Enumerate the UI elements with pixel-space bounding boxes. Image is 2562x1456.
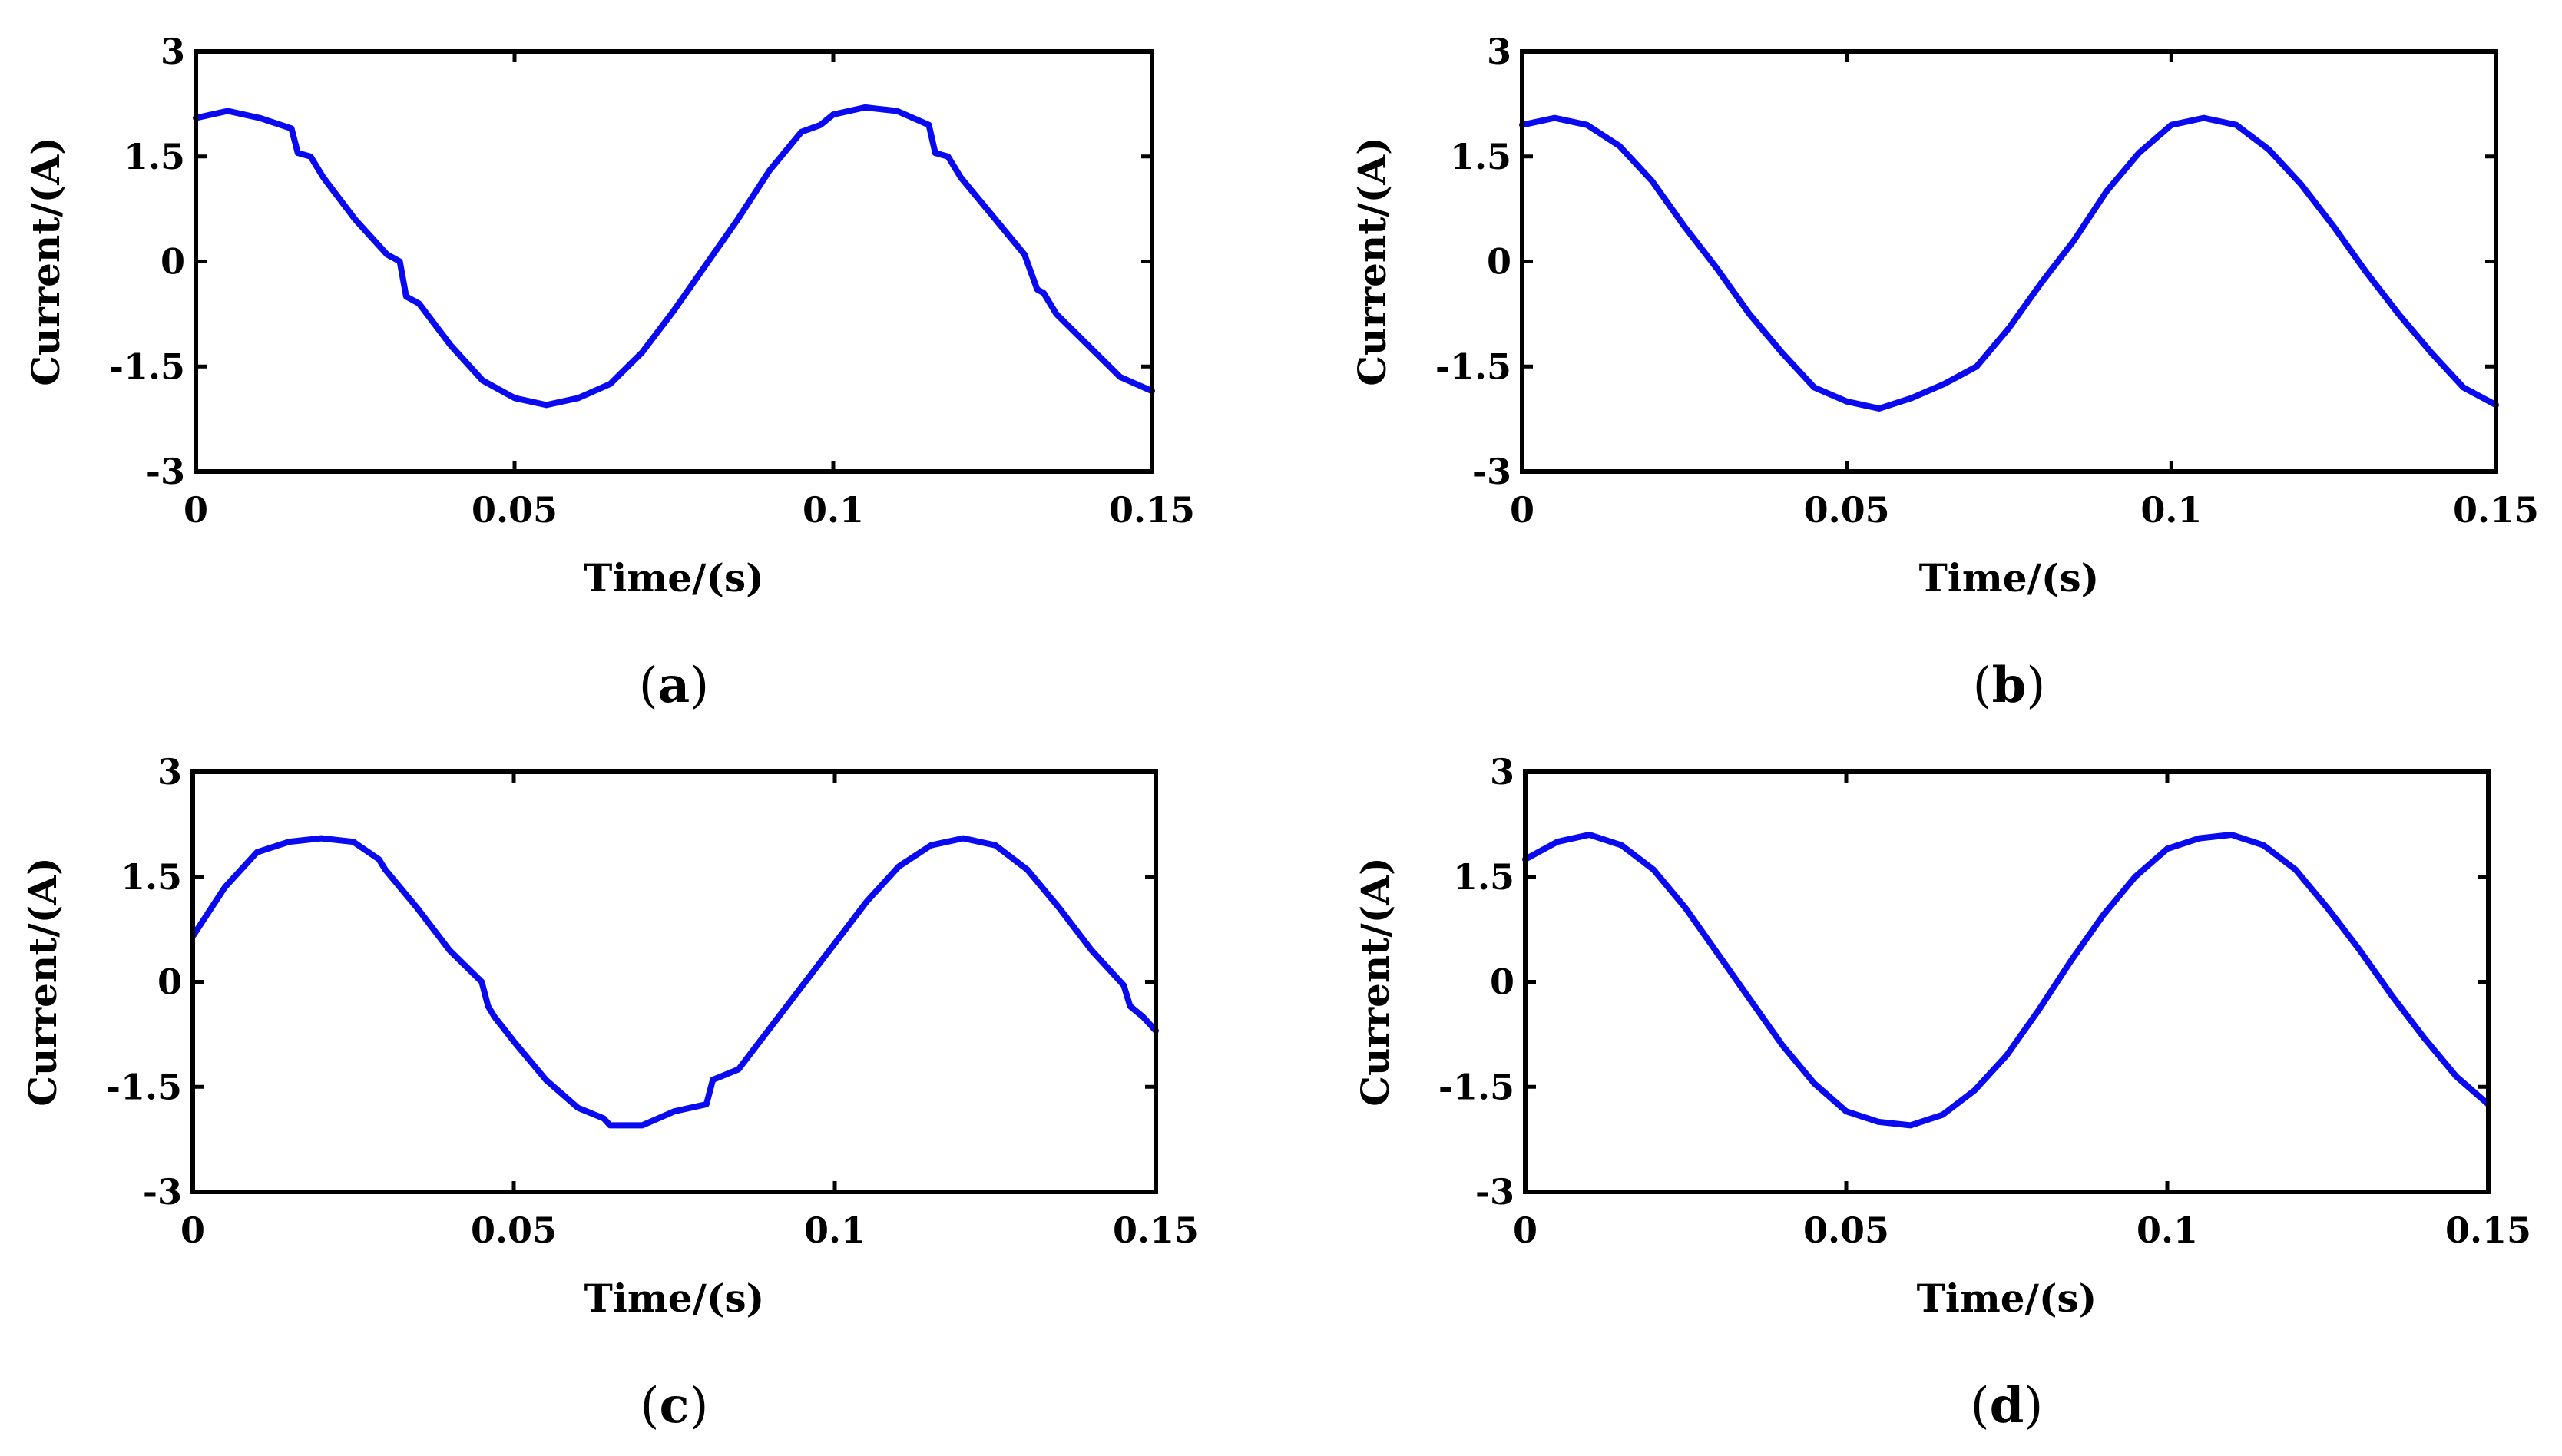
x-tick-label: 0.1 [2140,489,2202,531]
plot-frame [194,49,1154,474]
panel-caption-letter: a [658,657,690,714]
y-tick-label: -1.5 [109,346,185,387]
x-tick-label: 0.05 [471,1209,557,1251]
y-tick-label: 0 [1490,961,1514,1003]
series-line-current [190,835,1159,1129]
chart-panel-c: 31.50-1.5-30 0.05 0.1 0.15Time/(s)Current/(… [20,751,1199,1434]
y-tick-label: 1.5 [1453,856,1514,898]
x-tick-label: 0 [1513,1209,1538,1251]
panel-caption: (c) [640,1377,709,1434]
y-tick-label: -1.5 [106,1066,182,1107]
chart-panel-a: 31.50-1.5-30 0.05 0.1 0.15Time/(s)Current/(… [23,31,1195,714]
panel-caption-letter: b [1992,657,2027,714]
panel-caption: (a) [639,657,709,714]
x-tick-label: 0.15 [1113,1209,1199,1251]
y-tick-label: 1.5 [121,856,182,898]
y-tick-label: 3 [161,31,185,72]
x-tick-label: 0.15 [2453,489,2539,531]
x-tick-label: 0 [180,1209,205,1251]
y-tick-label: -3 [1475,1171,1514,1213]
x-tick-label: 0.05 [1803,1209,1889,1251]
y-tick-label: 1.5 [124,136,185,177]
y-tick-label: 0 [1487,241,1511,283]
x-tick-label: 0.1 [2137,1209,2198,1251]
y-tick-label: 1.5 [1450,136,1511,177]
panel-caption-letter: d [1990,1377,2024,1434]
x-tick-label: 0.05 [1804,489,1890,531]
x-axis-label: Time/(s) [584,1276,765,1321]
y-tick-label: 3 [1490,751,1514,793]
chart-panel-b: 31.50-1.5-30 0.05 0.1 0.15Time/(s)Current/(… [1349,31,2539,714]
x-tick-label: 0.1 [803,489,864,531]
chart-panel-d: 31.50-1.5-30 0.05 0.1 0.15Time/(s)Current/(… [1352,751,2531,1434]
series-line-current [1519,114,2499,412]
plot-frame [1520,49,2498,474]
y-tick-label: -3 [146,451,185,492]
x-axis-label: Time/(s) [1917,1276,2097,1321]
y-tick-label: 0 [157,961,182,1003]
y-axis-label: Current/(A) [1352,857,1398,1106]
plot-frame [190,769,1158,1194]
x-tick-label: 0 [1510,489,1534,531]
x-axis-label: Time/(s) [1919,555,2100,601]
y-axis-label: Current/(A) [1349,137,1395,386]
y-tick-label: 0 [161,241,185,283]
panel-caption: (d) [1971,1377,2044,1434]
panel-caption: (b) [1973,657,2046,714]
y-axis-label: Current/(A) [23,137,68,386]
x-tick-label: 0.15 [2445,1209,2531,1251]
y-tick-label: -1.5 [1435,346,1511,387]
panel-caption-letter: c [660,1377,690,1434]
series-line-current [193,104,1155,409]
series-line-current [1522,832,2491,1129]
plot-frame [1523,769,2491,1194]
y-tick-label: -1.5 [1438,1066,1514,1107]
x-tick-label: 0 [184,489,208,531]
y-tick-label: 3 [1487,31,1511,72]
x-tick-label: 0.15 [1109,489,1195,531]
y-axis-label: Current/(A) [20,857,65,1106]
y-tick-label: 3 [157,751,182,793]
x-tick-label: 0.1 [804,1209,866,1251]
x-tick-label: 0.05 [472,489,558,531]
y-tick-label: -3 [143,1171,182,1213]
y-tick-label: -3 [1472,451,1511,492]
x-axis-label: Time/(s) [584,555,764,601]
